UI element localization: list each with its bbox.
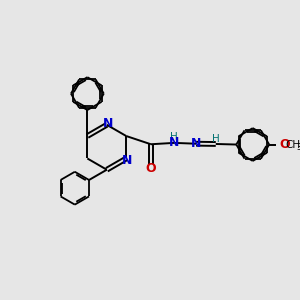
Text: O: O [279, 138, 290, 151]
Text: N: N [103, 117, 113, 130]
Text: 3: 3 [296, 143, 300, 152]
Text: H: H [212, 134, 220, 143]
Text: CH: CH [285, 140, 300, 150]
Text: O: O [146, 162, 156, 175]
Text: N: N [191, 137, 201, 150]
Text: N: N [169, 136, 179, 149]
Text: H: H [170, 132, 178, 142]
Text: N: N [122, 154, 133, 166]
